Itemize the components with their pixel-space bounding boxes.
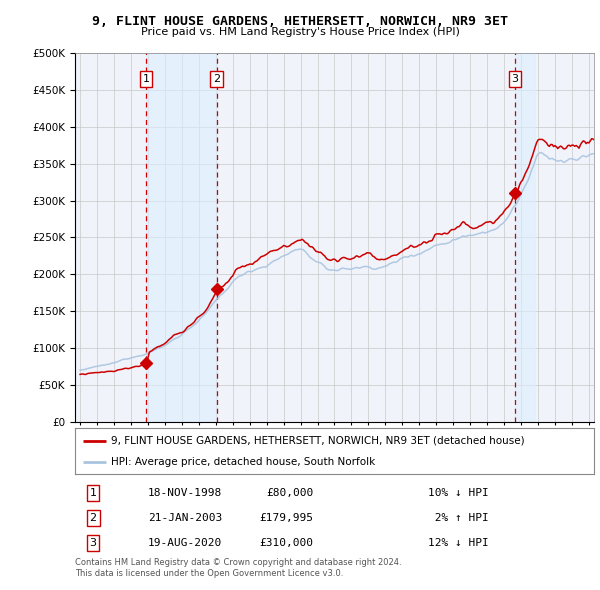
Bar (515, 53, 535, 422)
Text: 10% ↓ HPI: 10% ↓ HPI (428, 489, 488, 498)
Text: £179,995: £179,995 (260, 513, 314, 523)
Text: 3: 3 (511, 74, 518, 84)
Text: 12% ↓ HPI: 12% ↓ HPI (428, 538, 488, 548)
Text: 3: 3 (89, 538, 97, 548)
Bar (146, 53, 217, 422)
Text: 2% ↑ HPI: 2% ↑ HPI (428, 513, 488, 523)
Text: 19-AUG-2020: 19-AUG-2020 (148, 538, 222, 548)
Text: 2: 2 (213, 74, 220, 84)
Text: £310,000: £310,000 (260, 538, 314, 548)
Text: Price paid vs. HM Land Registry's House Price Index (HPI): Price paid vs. HM Land Registry's House … (140, 27, 460, 37)
Text: 9, FLINT HOUSE GARDENS, HETHERSETT, NORWICH, NR9 3ET: 9, FLINT HOUSE GARDENS, HETHERSETT, NORW… (92, 15, 508, 28)
Text: 21-JAN-2003: 21-JAN-2003 (148, 513, 222, 523)
Text: 9, FLINT HOUSE GARDENS, HETHERSETT, NORWICH, NR9 3ET (detached house): 9, FLINT HOUSE GARDENS, HETHERSETT, NORW… (112, 435, 525, 445)
Text: 2: 2 (89, 513, 97, 523)
Text: 1: 1 (89, 489, 97, 498)
Text: £80,000: £80,000 (266, 489, 314, 498)
Text: 18-NOV-1998: 18-NOV-1998 (148, 489, 222, 498)
Text: 1: 1 (142, 74, 149, 84)
Text: Contains HM Land Registry data © Crown copyright and database right 2024.: Contains HM Land Registry data © Crown c… (75, 558, 401, 566)
Text: This data is licensed under the Open Government Licence v3.0.: This data is licensed under the Open Gov… (75, 569, 343, 578)
Text: HPI: Average price, detached house, South Norfolk: HPI: Average price, detached house, Sout… (112, 457, 376, 467)
